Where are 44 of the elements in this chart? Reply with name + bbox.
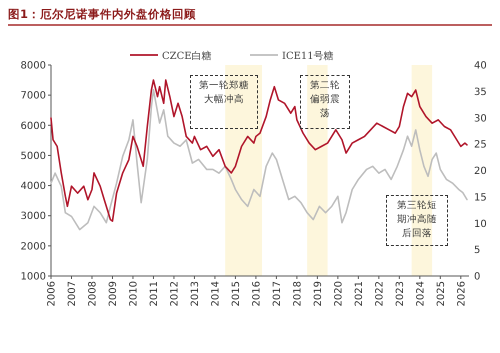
y2-tick-label: 10 xyxy=(474,218,487,230)
y-tick-label: 1000 xyxy=(20,272,46,282)
x-tick-label: 2019 xyxy=(312,281,324,306)
y2-tick-label: 25 xyxy=(474,140,487,151)
x-tick-label: 2006 xyxy=(46,281,58,306)
x-tick-label: 2010 xyxy=(128,281,140,306)
annotation: 第三轮短期冲高随后回落 xyxy=(386,195,448,246)
y-tick-label: 2000 xyxy=(20,241,46,252)
x-tick-label: 2011 xyxy=(148,281,160,306)
y2-tick-label: 30 xyxy=(474,113,487,124)
x-tick-label: 2018 xyxy=(292,281,304,306)
y-tick-label: 7000 xyxy=(20,90,46,102)
y-tick-label: 4000 xyxy=(20,181,46,192)
x-tick-label: 2015 xyxy=(230,281,242,306)
x-tick-label: 2026 xyxy=(456,281,468,306)
x-tick-label: 2022 xyxy=(374,281,386,306)
x-tick-label: 2017 xyxy=(272,281,283,306)
x-tick-label: 2020 xyxy=(333,281,344,306)
y-tick-label: 8000 xyxy=(20,60,46,72)
x-tick-label: 2008 xyxy=(87,281,98,306)
x-tick-label: 2012 xyxy=(169,281,180,306)
y2-tick-label: 20 xyxy=(474,166,487,177)
legend-label: CZCE白糖 xyxy=(162,50,212,62)
y2-tick-label: 40 xyxy=(474,60,487,72)
y-tick-label: 6000 xyxy=(20,120,46,132)
annotation: 第二轮偏弱震荡 xyxy=(300,75,350,129)
x-tick-label: 2007 xyxy=(66,281,78,306)
y-tick-label: 3000 xyxy=(20,211,46,222)
x-tick-label: 2024 xyxy=(415,281,426,306)
y-tick-label: 5000 xyxy=(20,150,46,162)
x-tick-label: 2016 xyxy=(251,281,262,306)
y2-tick-label: 15 xyxy=(474,192,487,204)
x-tick-label: 2023 xyxy=(394,281,406,306)
x-tick-label: 2021 xyxy=(354,281,365,306)
x-tick-label: 2013 xyxy=(190,281,201,306)
annotation: 第一轮郑糖大幅冲高 xyxy=(190,75,258,129)
x-tick-label: 2014 xyxy=(210,281,222,306)
x-tick-label: 2025 xyxy=(436,281,447,306)
chart-title: 图1：厄尔尼诺事件内外盘价格回顾 xyxy=(8,7,197,21)
legend-label: ICE11号糖 xyxy=(282,50,334,62)
y2-tick-label: 0 xyxy=(474,272,480,282)
y2-tick-label: 35 xyxy=(474,86,487,98)
x-tick-label: 2009 xyxy=(108,281,119,306)
y2-tick-label: 5 xyxy=(474,245,480,256)
